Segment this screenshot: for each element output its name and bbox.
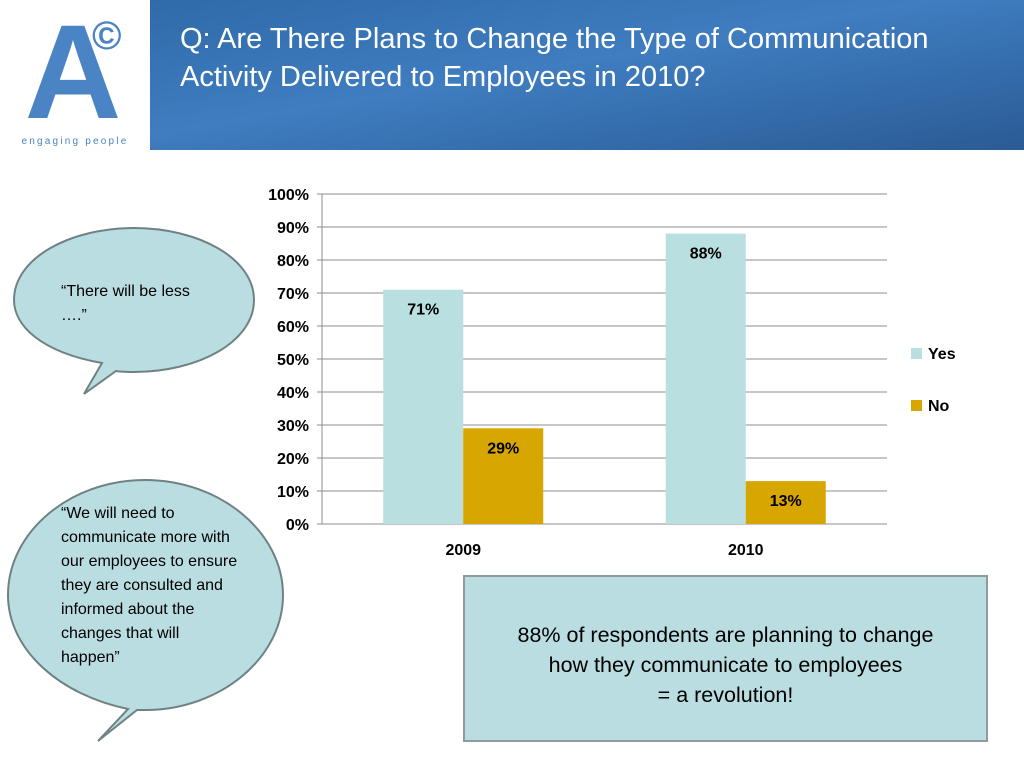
y-tick-label: 0%: [286, 517, 309, 534]
legend-swatch-yes: [911, 348, 922, 359]
logo-letter: A: [24, 0, 122, 147]
logo: A © engaging people: [0, 0, 150, 150]
speech-bubble-2: [6, 478, 285, 742]
y-tick-label: 40%: [277, 385, 309, 402]
callout-box: 88% of respondents are planning to chang…: [463, 575, 988, 742]
y-tick-label: 80%: [277, 253, 309, 270]
y-tick-label: 100%: [268, 187, 309, 204]
bar-yes-2010: [665, 233, 746, 524]
legend-label-yes: Yes: [928, 346, 956, 363]
callout-line-1: 88% of respondents are planning to chang…: [517, 623, 934, 647]
data-label: 13%: [770, 493, 802, 510]
slide-title: Q: Are There Plans to Change the Type of…: [180, 23, 929, 93]
y-tick-label: 70%: [277, 286, 309, 303]
logo-tagline: engaging people: [21, 136, 129, 147]
data-label: 71%: [407, 302, 439, 319]
x-tick-label: 2009: [445, 542, 481, 559]
title-bar: Q: Are There Plans to Change the Type of…: [150, 0, 1024, 150]
y-tick-label: 10%: [277, 484, 309, 501]
speech-bubble-1: [12, 226, 256, 395]
quote-text-1: “There will be less ….”: [61, 283, 190, 324]
data-label: 29%: [487, 440, 519, 457]
y-tick-label: 60%: [277, 319, 309, 336]
data-label: 88%: [690, 246, 722, 263]
x-tick-label: 2010: [728, 542, 764, 559]
quote-text-2: “We will need to communicate more with o…: [61, 505, 238, 666]
callout-line-2: how they communicate to employees: [548, 653, 903, 677]
y-tick-label: 90%: [277, 220, 309, 237]
bar-yes-2009: [383, 289, 464, 524]
bar-no-2009: [463, 428, 544, 524]
legend-label-no: No: [928, 398, 950, 415]
bar-no-2010: [745, 481, 826, 524]
callout-line-3: = a revolution!: [657, 683, 794, 707]
legend-swatch-no: [911, 400, 922, 411]
y-tick-label: 50%: [277, 352, 309, 369]
y-tick-label: 30%: [277, 418, 309, 435]
y-tick-label: 20%: [277, 451, 309, 468]
copyright-icon: ©: [92, 14, 122, 58]
